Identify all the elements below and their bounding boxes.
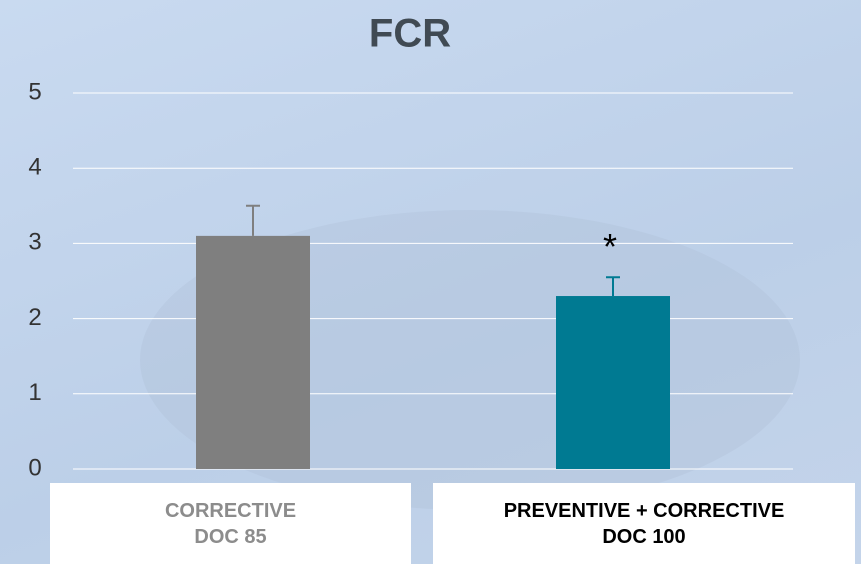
bar: [196, 235, 310, 469]
x-tick-label: PREVENTIVE + CORRECTIVE DOC 100: [433, 483, 855, 564]
y-tick-label: 3: [28, 229, 41, 256]
y-tick-label: 0: [28, 454, 41, 481]
annotation: *: [603, 226, 617, 267]
y-tick-label: 1: [28, 379, 41, 406]
chart-title: FCR: [369, 12, 451, 56]
error-bar: [606, 276, 620, 297]
y-tick-label: 2: [28, 304, 41, 331]
error-bar: [246, 204, 260, 236]
x-tick-label: CORRECTIVE DOC 85: [50, 483, 411, 564]
y-tick-label: 5: [28, 78, 41, 105]
bar: [556, 296, 670, 469]
y-tick-label: 4: [28, 154, 41, 181]
